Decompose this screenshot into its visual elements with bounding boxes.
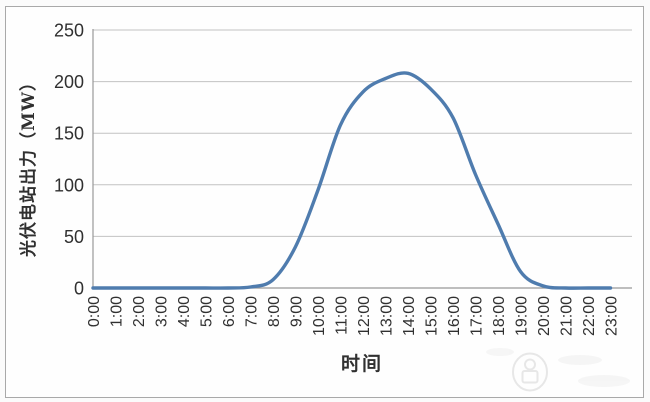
x-tick-label: 13:00 <box>379 296 396 336</box>
x-tick-label: 5:00 <box>199 296 216 327</box>
x-tick-label: 10:00 <box>311 296 328 336</box>
x-tick-label: 20:00 <box>536 296 553 336</box>
x-tick-label: 17:00 <box>469 296 486 336</box>
y-tick-label: 0 <box>74 279 84 299</box>
chart-frame <box>5 6 644 398</box>
x-tick-label: 2:00 <box>131 296 148 327</box>
y-tick-label: 100 <box>54 175 84 195</box>
x-tick-label: 9:00 <box>289 296 306 327</box>
x-tick-label: 12:00 <box>356 296 373 336</box>
x-tick-label: 1:00 <box>109 296 126 327</box>
y-tick-label: 250 <box>54 21 84 41</box>
x-tick-label: 4:00 <box>176 296 193 327</box>
gridlines <box>93 29 632 289</box>
x-tick-label: 16:00 <box>446 296 463 336</box>
y-tick-label: 150 <box>54 124 84 144</box>
x-tick-label: 7:00 <box>244 296 261 327</box>
watermark-seal-icon <box>512 352 548 392</box>
y-axis-title: 光伏电站出力（MW） <box>18 73 39 258</box>
x-tick-label: 3:00 <box>154 296 171 327</box>
x-tick-label: 6:00 <box>221 296 238 327</box>
x-tick-label: 23:00 <box>604 296 621 336</box>
x-tick-label: 19:00 <box>514 296 531 336</box>
x-tick-label: 15:00 <box>424 296 441 336</box>
y-tick-label: 200 <box>54 72 84 92</box>
x-tick-label: 22:00 <box>581 296 598 336</box>
y-tick-label: 50 <box>64 227 84 247</box>
x-axis-title: 时间 <box>341 353 383 375</box>
y-tick-labels: 0 50 100 150 200 250 <box>54 21 84 299</box>
x-tick-label: 0:00 <box>86 296 103 327</box>
x-tick-labels: 0:00 1:00 2:00 3:00 4:00 5:00 6:00 7:00 8:00 9:00… <box>86 296 621 336</box>
watermark-smudge <box>486 348 630 387</box>
x-tick-label: 11:00 <box>334 296 351 335</box>
x-tick-label: 18:00 <box>491 296 508 336</box>
x-tick-label: 21:00 <box>559 296 576 336</box>
x-tick-label: 8:00 <box>266 296 283 327</box>
x-tick-label: 14:00 <box>401 296 418 336</box>
pv-output-curve <box>91 71 613 290</box>
